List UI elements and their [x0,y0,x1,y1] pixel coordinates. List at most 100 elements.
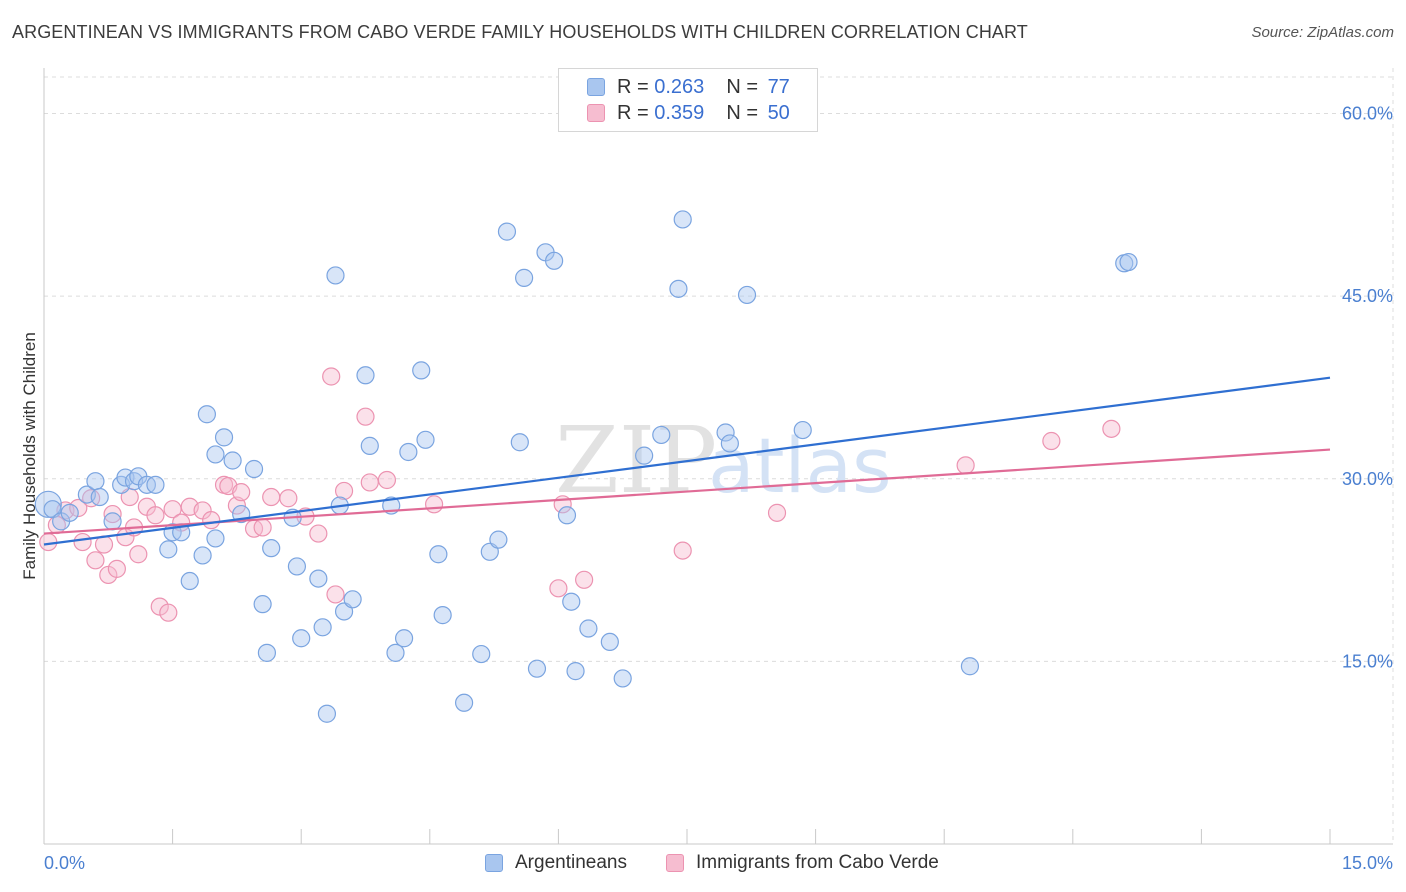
argentinean-point [510,433,529,452]
cabo-verde-point [232,483,251,502]
cabo-verde-point [309,524,328,543]
cabo-verde-trendline [43,448,1331,535]
argentinean-point [793,420,812,440]
tick-labels: 15.0% 30.0% 45.0% 60.0% 0.0% 15.0% [44,104,1393,873]
argentinean-point [103,512,122,531]
cabo-verde-point [575,570,594,589]
cabo-verde-point [129,545,148,564]
cabo-verde-point [360,473,379,492]
argentinean-point [86,472,105,491]
cabo-verde-point [253,518,272,537]
argentinean-point [309,569,328,588]
legend-n-value: 50 [767,101,790,124]
argentinean-point [472,644,491,664]
y-tick-label: 45.0% [1342,286,1393,306]
argentinean-point [394,629,414,648]
argentinean-point [737,285,757,305]
argentinean-point [454,693,474,712]
legend-r-value: 0.263 [654,75,705,98]
cabo-verde-point [326,585,345,604]
cabo-verde-point [107,559,126,578]
legend-n-label: N = [726,101,764,124]
legend-r-label: R = [617,101,655,124]
cabo-verde-point [1042,431,1061,451]
argentinean-point [326,266,345,285]
cabo-verde-point [334,481,354,501]
cabo-verde-point [69,498,88,518]
cabo-verde-point [1102,419,1121,438]
argentinean-point [497,222,517,241]
y-tick-label: 60.0% [1342,104,1393,124]
watermark: ZIP atlas [555,407,892,514]
argentinean-point [34,490,62,518]
argentinean-point [673,210,692,229]
cabo-verde-point [262,487,281,507]
cabo-verde-point [767,503,787,522]
argentinean-point [244,459,264,479]
argentinean-point [489,530,508,549]
cabo-verde-point [377,470,397,490]
x-tick-label: 15.0% [1342,853,1393,873]
legend-swatch-pink [587,104,605,122]
argentinean-point [343,590,362,609]
argentinean-point [557,506,577,525]
cabo-verde-point [73,532,92,552]
argentinean-point [429,545,448,564]
argentinean-point [600,632,619,652]
argentineans-trendline [43,376,1331,546]
argentinean-point [669,279,688,298]
argentinean-point [716,423,735,442]
argentinean-point [60,503,79,522]
cabo-verde-point [356,407,375,426]
argentinean-point [317,704,337,723]
argentinean-point [206,445,225,464]
argentinean-point [960,657,980,676]
legend-swatch-blue [587,78,605,96]
cabo-verde-point [673,541,692,560]
argentinean-point [545,251,564,270]
argentinean-point [652,425,671,445]
cabo-verde-point [549,579,568,598]
argentinean-point [90,487,109,507]
cabo-verde-point [322,367,341,386]
argentinean-point [159,540,178,559]
series-argentineans-points [34,210,1138,723]
legend-r-value: 0.359 [654,101,705,124]
argentinean-point [527,659,547,678]
x-tick-label: 0.0% [44,853,85,873]
argentinean-point [433,606,452,625]
argentinean-point [193,546,212,565]
argentinean-point [292,629,311,648]
cabo-verde-point [279,489,298,508]
argentinean-point [566,662,585,681]
chart-title: ARGENTINEAN VS IMMIGRANTS FROM CABO VERD… [12,22,1028,42]
argentinean-point [356,366,375,385]
legend-r-label: R = [617,75,655,98]
cabo-verde-point [227,496,246,515]
argentinean-point [206,529,225,548]
argentinean-point [635,446,654,465]
correlation-legend: R = 0.263 N = 77 R = 0.359 N = 50 [558,68,818,132]
bottom-legend-label: Immigrants from Cabo Verde [696,852,939,873]
watermark-atlas: atlas [708,421,892,510]
argentinean-point [579,619,598,638]
bottom-legend-argentineans: Argentineans [485,852,627,874]
bottom-legend-cabo-verde: Immigrants from Cabo Verde [666,852,939,874]
bottom-legend-label: Argentineans [515,852,627,873]
argentinean-point [257,643,277,662]
argentinean-point [180,571,199,591]
argentinean-point [386,643,405,662]
legend-n-label: N = [726,75,764,98]
source-credit: Source: ZipAtlas.com [1251,24,1394,41]
cabo-verde-point [956,456,975,475]
bottom-legend-swatch-blue [485,854,503,872]
argentinean-point [412,361,431,380]
cabo-verde-point [146,506,165,525]
argentinean-point [287,557,307,576]
trend-layer [43,376,1331,546]
argentinean-point [262,539,281,558]
cabo-verde-point [202,511,221,530]
y-tick-label: 15.0% [1342,651,1393,671]
argentinean-point [515,268,534,287]
y-tick-label: 30.0% [1342,469,1393,489]
